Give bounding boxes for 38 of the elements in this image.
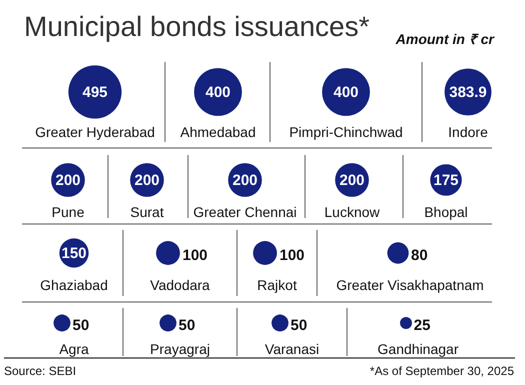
data-label: 495 [82, 84, 108, 101]
category-label: Pimpri-Chinchwad [289, 124, 403, 140]
data-label: 50 [290, 317, 308, 334]
data-label: 100 [279, 247, 305, 264]
data-label: 200 [55, 172, 81, 189]
category-label: Ahmedabad [180, 124, 256, 140]
category-label: Ghaziabad [40, 277, 108, 293]
category-label: Lucknow [324, 204, 381, 220]
data-label: 80 [411, 247, 428, 264]
category-label: Surat [130, 204, 164, 220]
text: Amount in ₹ cr [394, 31, 496, 47]
category-label: Greater Visakhapatnam [336, 277, 484, 293]
text: Municipal bonds issuances* [24, 11, 370, 42]
source-note: Source: SEBI [4, 364, 76, 378]
data-label: 383.9 [449, 84, 487, 101]
data-label: 400 [205, 84, 231, 101]
category-label: Gandhinagar [378, 341, 459, 357]
category-label: Greater Hyderabad [35, 124, 155, 140]
data-label: 175 [433, 172, 459, 189]
data-label: 50 [178, 317, 196, 334]
data-label: 200 [232, 172, 258, 189]
data-label: 25 [414, 317, 430, 334]
category-label: Agra [59, 341, 89, 357]
category-label: Vadodara [150, 277, 210, 293]
category-label: Indore [448, 124, 488, 140]
category-label: Pune [52, 204, 85, 220]
data-label: 50 [72, 317, 90, 334]
data-label: 200 [339, 172, 365, 189]
category-label: Rajkot [257, 277, 297, 293]
data-label: 150 [61, 245, 87, 262]
category-label: Bhopal [424, 204, 468, 220]
text: *As of September 30, 2025 [370, 364, 514, 378]
category-label: Varanasi [264, 341, 320, 357]
data-label: 400 [333, 84, 359, 101]
data-label: 100 [182, 247, 208, 264]
category-label: Greater Chennai [193, 204, 297, 220]
data-label: 200 [134, 172, 160, 189]
category-label: Prayagraj [150, 341, 210, 357]
